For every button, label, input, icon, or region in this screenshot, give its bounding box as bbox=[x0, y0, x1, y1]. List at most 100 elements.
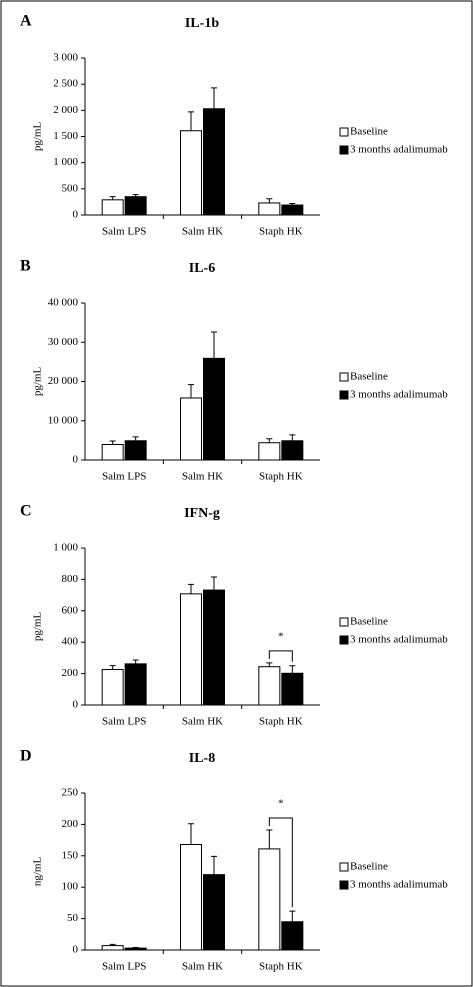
bar bbox=[124, 196, 147, 216]
bar bbox=[281, 204, 304, 216]
error-bar bbox=[266, 438, 273, 443]
error-bar bbox=[132, 436, 139, 441]
bar bbox=[180, 593, 202, 706]
bar bbox=[101, 945, 124, 951]
error-bar bbox=[188, 823, 194, 845]
panel-letter: B bbox=[20, 258, 31, 275]
legend-label: Baseline bbox=[350, 861, 388, 873]
panel-letter: A bbox=[20, 13, 32, 30]
significance-label: * bbox=[278, 630, 284, 642]
bar bbox=[101, 669, 124, 706]
error-bar bbox=[266, 829, 273, 849]
y-tick-label: 0 bbox=[73, 699, 79, 711]
bar bbox=[281, 440, 304, 461]
error-bar bbox=[132, 946, 139, 949]
x-tick-label: Staph HK bbox=[259, 226, 303, 238]
bar bbox=[180, 397, 202, 461]
error-bar bbox=[289, 665, 296, 674]
x-tick-label: Salm HK bbox=[182, 226, 223, 238]
y-tick-label: 0 bbox=[73, 944, 79, 956]
y-tick-label: 400 bbox=[62, 636, 79, 648]
bar bbox=[203, 874, 225, 951]
y-tick-label: 1 000 bbox=[53, 542, 78, 554]
x-tick-label: Salm HK bbox=[182, 716, 223, 728]
y-tick-label: 1 500 bbox=[53, 130, 78, 142]
error-bar bbox=[109, 196, 116, 200]
y-tick-label: 0 bbox=[73, 454, 79, 466]
chart-title: IL-6 bbox=[189, 261, 215, 276]
bar bbox=[258, 442, 281, 461]
bar bbox=[203, 589, 225, 706]
legend-swatch bbox=[339, 617, 349, 627]
error-bar bbox=[211, 855, 217, 875]
y-axis-label: pg/mL bbox=[32, 367, 44, 397]
error-bar bbox=[289, 202, 296, 206]
y-tick-label: 250 bbox=[62, 787, 79, 799]
chart-title: IFN-g bbox=[184, 506, 220, 521]
y-tick-label: 0 bbox=[73, 209, 79, 221]
error-bar bbox=[188, 583, 194, 594]
bar bbox=[180, 843, 202, 951]
legend-label: Baseline bbox=[350, 371, 388, 383]
y-axis-label: ng/mL bbox=[32, 857, 44, 887]
chart-title: IL-1b bbox=[185, 16, 219, 31]
error-bar bbox=[132, 659, 139, 664]
bar bbox=[281, 672, 304, 706]
legend-label: Baseline bbox=[350, 616, 388, 628]
significance-label: * bbox=[278, 798, 284, 810]
error-bar bbox=[211, 331, 217, 359]
significance-bracket bbox=[268, 817, 293, 908]
y-tick-label: 50 bbox=[67, 912, 79, 924]
bar bbox=[281, 921, 304, 951]
legend-label: Baseline bbox=[350, 126, 388, 138]
x-tick-label: Salm LPS bbox=[102, 961, 146, 973]
error-bar bbox=[109, 440, 116, 445]
legend-label: 3 months adalimumab bbox=[350, 879, 448, 891]
x-tick-label: Salm LPS bbox=[102, 226, 146, 238]
y-tick-label: 800 bbox=[62, 573, 79, 585]
legend-swatch bbox=[339, 862, 349, 872]
bar bbox=[258, 848, 281, 951]
y-tick-label: 40 000 bbox=[48, 297, 79, 309]
y-tick-label: 100 bbox=[62, 881, 79, 893]
x-tick-label: Salm HK bbox=[182, 961, 223, 973]
legend-swatch bbox=[339, 390, 349, 400]
error-bar bbox=[266, 662, 273, 667]
y-tick-label: 1 000 bbox=[53, 156, 78, 168]
error-bar bbox=[188, 111, 194, 131]
bar bbox=[101, 199, 124, 216]
x-tick-label: Staph HK bbox=[259, 961, 303, 973]
y-tick-label: 200 bbox=[62, 667, 79, 679]
error-bar bbox=[289, 910, 296, 922]
error-bar bbox=[188, 384, 194, 398]
x-tick-label: Salm HK bbox=[182, 471, 223, 483]
y-tick-label: 30 000 bbox=[48, 336, 79, 348]
y-tick-label: 2 500 bbox=[53, 78, 78, 90]
panel-letter: C bbox=[20, 503, 32, 520]
y-tick-label: 10 000 bbox=[48, 414, 79, 426]
y-axis-label: pg/mL bbox=[32, 122, 44, 152]
y-tick-label: 500 bbox=[62, 182, 79, 194]
bar bbox=[124, 947, 147, 951]
error-bar bbox=[109, 943, 116, 946]
chart-title: IL-8 bbox=[189, 751, 215, 766]
x-tick-label: Salm LPS bbox=[102, 716, 146, 728]
y-tick-label: 2 000 bbox=[53, 104, 78, 116]
error-bar bbox=[266, 198, 273, 203]
x-tick-label: Salm LPS bbox=[102, 471, 146, 483]
y-tick-label: 20 000 bbox=[48, 375, 79, 387]
x-tick-label: Staph HK bbox=[259, 716, 303, 728]
legend-swatch bbox=[339, 880, 349, 890]
legend-swatch bbox=[339, 372, 349, 382]
bar bbox=[203, 357, 225, 461]
y-tick-label: 600 bbox=[62, 604, 79, 616]
bar bbox=[124, 440, 147, 461]
bar bbox=[203, 108, 225, 216]
y-tick-label: 150 bbox=[62, 849, 79, 861]
error-bar bbox=[289, 434, 296, 441]
x-tick-label: Staph HK bbox=[259, 471, 303, 483]
legend-label: 3 months adalimumab bbox=[350, 389, 448, 401]
